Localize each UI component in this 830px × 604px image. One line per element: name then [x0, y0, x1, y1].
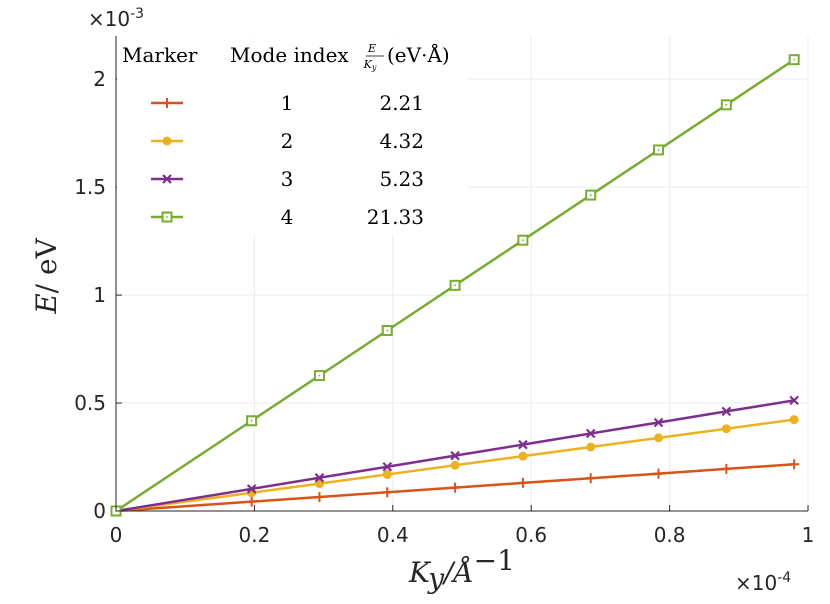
data-point: [721, 463, 732, 474]
x-exponent: ×10-4: [735, 570, 791, 595]
data-point: [789, 395, 799, 406]
legend-ratio: 5.23: [379, 167, 424, 191]
y-tick-label: 0.5: [74, 391, 106, 415]
data-point: [314, 491, 325, 502]
data-point: [314, 479, 324, 489]
data-point-center: [725, 103, 728, 106]
data-point: [789, 459, 800, 470]
data-point: [653, 468, 664, 479]
y-tick-label: 2: [93, 67, 106, 91]
data-point: [246, 484, 257, 494]
legend-header-marker: Marker: [122, 43, 198, 67]
data-point: [721, 406, 732, 417]
legend-rows: 1 2.212 4.323 5.234 21.33: [151, 91, 424, 229]
legend-row: 3 5.23: [151, 167, 424, 191]
legend-header-mode: Mode index: [230, 43, 349, 67]
data-point-center: [166, 216, 168, 218]
legend-ratio: 2.21: [379, 91, 424, 115]
data-point: [653, 417, 664, 428]
data-point-center: [454, 284, 456, 287]
legend-header-ratio-unit: (eV·Å): [387, 42, 450, 67]
x-tick-label: 0: [110, 523, 123, 547]
legend-box: [117, 37, 469, 235]
legend-row: 2 4.32: [151, 129, 424, 153]
data-point: [382, 461, 393, 472]
legend-mode-index: 4: [281, 205, 294, 229]
data-point: [450, 460, 460, 470]
y-exponent: ×10-3: [88, 6, 144, 31]
data-point-center: [250, 419, 253, 422]
series-group: [110, 54, 800, 517]
data-point: [721, 424, 731, 434]
data-point-center: [386, 329, 389, 332]
data-point: [382, 487, 393, 498]
data-point-center: [793, 58, 796, 61]
x-tick-label: 0.6: [515, 523, 547, 547]
legend-ratio: 21.33: [367, 205, 424, 229]
data-point: [586, 442, 596, 452]
data-point: [585, 473, 596, 484]
tick-labels: 0 0.2 0.4 0.6 0.8 1 0 0.5 1 1.5 2: [74, 67, 814, 547]
data-point: [162, 136, 172, 146]
data-point-center: [521, 239, 524, 242]
data-point: [789, 415, 799, 425]
x-tick-label: 0.2: [238, 523, 270, 547]
legend-mode-index: 2: [281, 129, 294, 153]
y-axis-label: E/ eV: [30, 237, 63, 314]
x-tick-label: 0.4: [377, 523, 409, 547]
legend-mode-index: 1: [281, 91, 294, 115]
data-point: [314, 473, 325, 483]
legend-mode-index: 3: [281, 167, 294, 191]
series-line: [115, 58, 795, 513]
data-point: [450, 450, 460, 461]
legend-row: 4 21.33: [151, 205, 424, 229]
data-point: [246, 496, 257, 507]
data-point-center: [318, 374, 321, 377]
series-line: [115, 418, 795, 513]
legend: Marker Mode index E Ky (eV·Å) 1 2.212 4.32…: [117, 37, 469, 235]
series-1: [111, 459, 800, 516]
data-point: [654, 433, 664, 443]
y-tick-label: 0: [93, 499, 106, 523]
data-point: [162, 174, 172, 184]
series-line: [115, 462, 795, 513]
data-point-center: [657, 149, 660, 151]
legend-header-ratio-den: Ky: [363, 58, 377, 72]
y-tick-label: 1.5: [74, 175, 106, 199]
data-point: [450, 482, 461, 493]
legend-header-ratio-num: E: [367, 42, 376, 55]
x-tick-label: 1: [802, 523, 815, 547]
data-point-center: [589, 194, 592, 196]
data-point: [162, 98, 172, 108]
series-line: [115, 399, 795, 513]
y-tick-label: 1: [93, 283, 106, 307]
x-tick-label: 0.8: [654, 523, 686, 547]
legend-ratio: 4.32: [379, 129, 424, 153]
data-point: [585, 428, 596, 439]
data-point: [518, 451, 528, 461]
x-axis-label: Ky/Å−1: [408, 544, 515, 595]
data-point: [518, 439, 528, 450]
data-point: [382, 469, 392, 479]
data-point: [517, 477, 528, 488]
legend-row: 1 2.21: [151, 91, 424, 115]
